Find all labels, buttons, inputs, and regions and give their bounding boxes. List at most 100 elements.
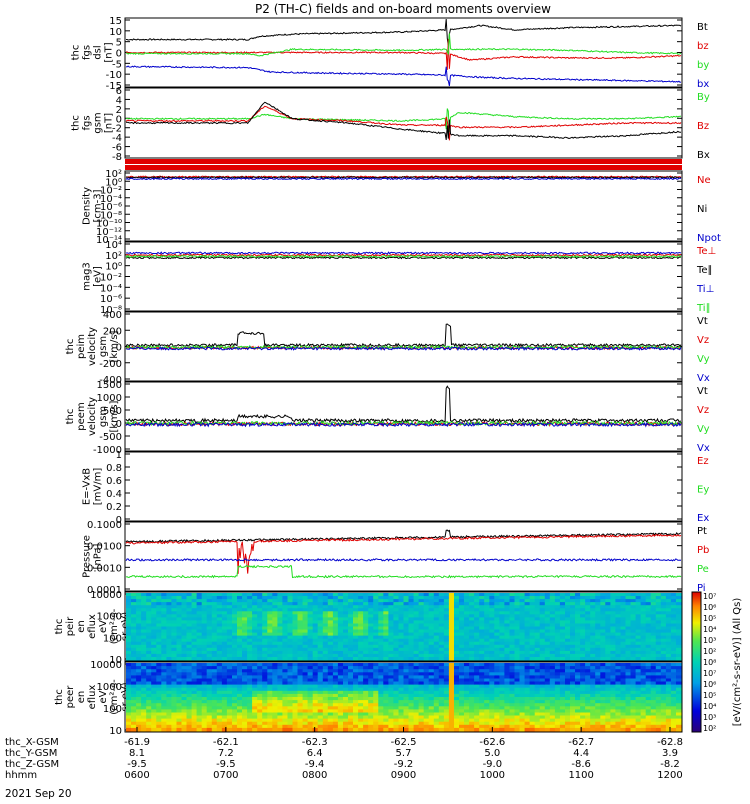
heatmap-cell <box>661 651 667 655</box>
heatmap-cell <box>277 691 283 695</box>
heatmap-cell <box>288 688 294 692</box>
heatmap-cell <box>575 636 581 640</box>
heatmap-cell <box>636 672 642 676</box>
heatmap-cell <box>429 654 435 658</box>
heatmap-cell <box>631 675 637 679</box>
heatmap-cell <box>277 599 283 603</box>
heatmap-cell <box>636 709 642 713</box>
heatmap-cell <box>136 688 142 692</box>
heatmap-cell <box>610 719 616 723</box>
heatmap-cell <box>262 725 268 729</box>
heatmap-cell <box>333 685 339 689</box>
heatmap-cell <box>484 719 490 723</box>
heatmap-cell <box>298 672 304 676</box>
heatmap-cell <box>343 605 349 609</box>
heatmap-cell <box>358 700 364 704</box>
heatmap-cell <box>177 669 183 673</box>
heatmap-cell <box>474 682 480 686</box>
heatmap-cell <box>560 709 566 713</box>
heatmap-cell <box>247 688 253 692</box>
heatmap-cell <box>540 620 546 624</box>
heatmap-cell <box>409 620 415 624</box>
heatmap-cell <box>575 663 581 667</box>
heatmap-cell <box>393 651 399 655</box>
heatmap-cell <box>197 599 203 603</box>
heatmap-cell <box>358 666 364 670</box>
heatmap-cell <box>489 627 495 631</box>
heatmap-cell <box>187 654 193 658</box>
heatmap-cell <box>282 703 288 707</box>
heatmap-cell <box>126 703 132 707</box>
heatmap-cell <box>429 666 435 670</box>
heatmap-cell <box>177 617 183 621</box>
heatmap-cell <box>469 716 475 720</box>
heatmap-cell <box>262 627 268 631</box>
heatmap-cell <box>136 620 142 624</box>
heatmap-cell <box>368 716 374 720</box>
heatmap-cell <box>459 617 465 621</box>
heatmap-cell <box>177 666 183 670</box>
heatmap-cell <box>192 636 198 640</box>
heatmap-cell <box>404 617 410 621</box>
heatmap-cell <box>434 633 440 637</box>
heatmap-cell <box>368 611 374 615</box>
heatmap-cell <box>393 602 399 606</box>
heatmap-cell <box>293 694 299 698</box>
heatmap-cell <box>631 672 637 676</box>
heatmap-cell <box>146 605 152 609</box>
heatmap-cell <box>393 645 399 649</box>
heatmap-cell <box>510 706 516 710</box>
heatmap-cell <box>444 651 450 655</box>
heatmap-cell <box>459 675 465 679</box>
heatmap-cell <box>399 700 405 704</box>
heatmap-cell <box>368 669 374 673</box>
heatmap-cell <box>499 608 505 612</box>
heatmap-cell <box>535 599 541 603</box>
heatmap-cell <box>298 725 304 729</box>
heatmap-cell <box>328 611 334 615</box>
heatmap-cell <box>227 630 233 634</box>
heatmap-cell <box>161 719 167 723</box>
heatmap-cell <box>353 645 359 649</box>
heatmap-cell <box>414 716 420 720</box>
heatmap-cell <box>378 654 384 658</box>
heatmap-cell <box>348 719 354 723</box>
heatmap-cell <box>510 617 516 621</box>
heatmap-cell <box>277 636 283 640</box>
heatmap-cell <box>177 716 183 720</box>
heatmap-cell <box>671 630 677 634</box>
heatmap-cell <box>585 706 591 710</box>
heatmap-cell <box>570 645 576 649</box>
heatmap-cell <box>358 617 364 621</box>
heatmap-cell <box>580 617 586 621</box>
heatmap-cell <box>378 682 384 686</box>
heatmap-cell <box>550 627 556 631</box>
heatmap-cell <box>267 669 273 673</box>
heatmap-cell <box>474 657 480 661</box>
heatmap-cell <box>237 620 243 624</box>
heatmap-cell <box>565 620 571 624</box>
heatmap-cell <box>282 700 288 704</box>
heatmap-cell <box>525 630 531 634</box>
heatmap-cell <box>242 651 248 655</box>
heatmap-cell <box>550 620 556 624</box>
heatmap-cell <box>187 620 193 624</box>
heatmap-cell <box>409 688 415 692</box>
heatmap-cell <box>146 675 152 679</box>
heatmap-cell <box>146 651 152 655</box>
heatmap-cell <box>550 642 556 646</box>
heatmap-cell <box>525 709 531 713</box>
heatmap-cell <box>222 688 228 692</box>
heatmap-cell <box>267 663 273 667</box>
heatmap-cell <box>439 617 445 621</box>
heatmap-cell <box>171 651 177 655</box>
heatmap-cell <box>182 636 188 640</box>
heatmap-cell <box>459 728 465 732</box>
heatmap-cell <box>605 688 611 692</box>
heatmap-cell <box>171 688 177 692</box>
heatmap-cell <box>156 654 162 658</box>
heatmap-cell <box>449 648 455 652</box>
heatmap-cell <box>605 648 611 652</box>
heatmap-cell <box>585 648 591 652</box>
heatmap-cell <box>641 685 647 689</box>
